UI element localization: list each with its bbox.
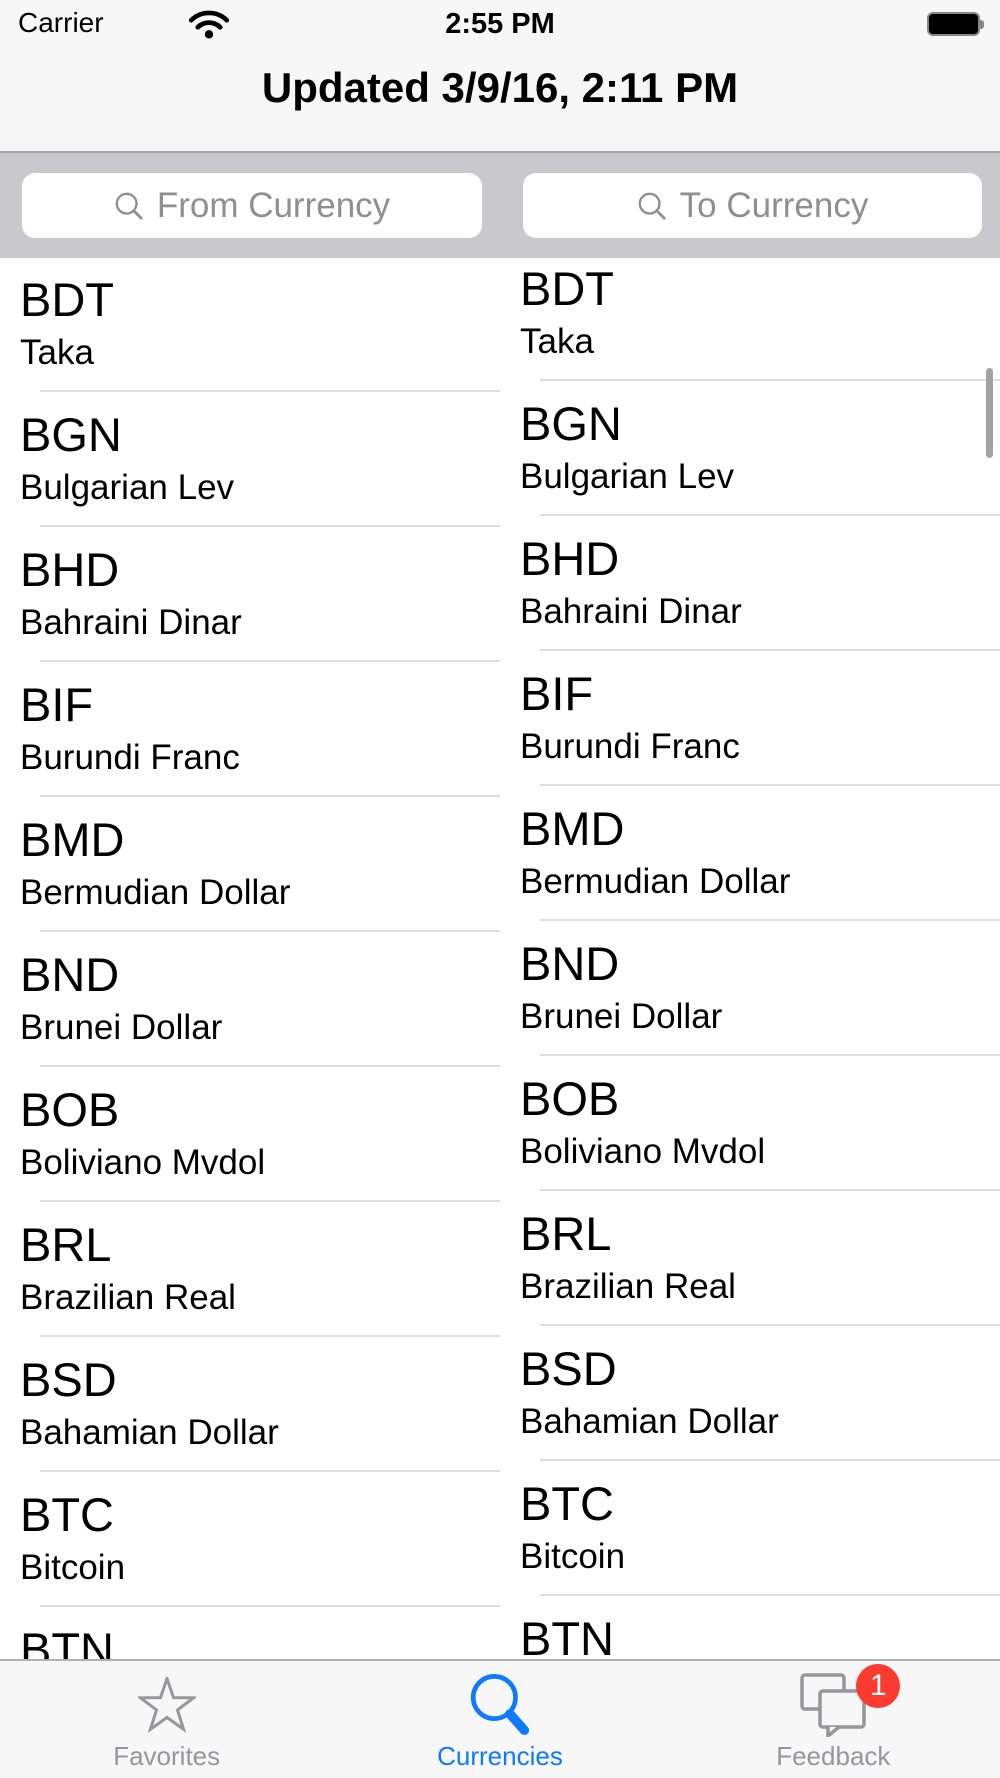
battery-fill	[927, 12, 980, 36]
currency-code: BOB	[520, 1072, 620, 1125]
currency-name: Bitcoin	[20, 1548, 126, 1587]
currency-code: BDT	[20, 273, 114, 326]
currency-code: BHD	[520, 532, 620, 585]
currency-name: Bahamian Dollar	[520, 1402, 779, 1441]
currency-code: BDT	[520, 262, 614, 315]
currency-row[interactable]: BTC Bitcoin	[0, 1472, 500, 1607]
currency-code: BSD	[520, 1342, 617, 1395]
search-icon	[115, 192, 143, 220]
currency-row[interactable]: BTC Bitcoin	[502, 1461, 1000, 1596]
to-currency-search[interactable]: To Currency	[523, 173, 982, 238]
search-placeholder: To Currency	[679, 185, 869, 225]
currency-name: Brazilian Real	[20, 1278, 236, 1317]
battery-tip	[980, 20, 984, 29]
scroll-indicator	[986, 368, 993, 458]
currency-row[interactable]: BOB Boliviano Mvdol	[0, 1067, 500, 1202]
battery-icon	[927, 12, 984, 36]
currency-row[interactable]: BMD Bermudian Dollar	[0, 797, 500, 932]
currency-code: BRL	[20, 1218, 112, 1271]
tab-favorites[interactable]: Favorites	[0, 1661, 333, 1778]
currency-code: BGN	[520, 397, 622, 450]
currency-name: Brazilian Real	[520, 1267, 736, 1306]
currency-name: Bitcoin	[520, 1537, 626, 1576]
tab-feedback[interactable]: 1 Feedback	[667, 1661, 1000, 1778]
tab-label: Favorites	[113, 1741, 221, 1771]
currency-name: Boliviano Mvdol	[20, 1143, 266, 1182]
currency-row[interactable]: BSD Bahamian Dollar	[0, 1337, 500, 1472]
from-currency-column: BDT Taka BGN Bulgarian Lev BHD Bahraini …	[0, 258, 500, 1659]
page-title: Updated 3/9/16, 2:11 PM	[261, 64, 739, 111]
currency-code: BTN	[20, 1623, 114, 1660]
to-currency-list: BDT Taka BGN Bulgarian Lev BHD Bahraini …	[502, 258, 1000, 1659]
currency-name: Burundi Franc	[20, 738, 240, 777]
currency-name: Bulgarian Lev	[520, 457, 735, 496]
header-area: Carrier 2:55 PM Updated 3/9/16, 2:11 PM	[0, 0, 1000, 153]
currency-row[interactable]: BHD Bahraini Dinar	[502, 516, 1000, 651]
currency-name: Brunei Dollar	[520, 997, 723, 1036]
currency-row[interactable]: BGN Bulgarian Lev	[502, 381, 1000, 516]
tab-label: Currencies	[437, 1741, 563, 1771]
currency-code: BOB	[20, 1083, 120, 1136]
carrier-label: Carrier	[18, 7, 104, 38]
currency-code: BHD	[20, 543, 120, 596]
tab-bar: Favorites Currencies 1 Feedback	[0, 1659, 1000, 1778]
currency-name: Bahraini Dinar	[520, 592, 742, 631]
currency-code: BND	[20, 948, 120, 1001]
currency-row[interactable]: BDT Taka	[0, 258, 500, 392]
currency-code: BIF	[20, 678, 94, 731]
currency-code: BTN	[520, 1612, 614, 1660]
currency-row[interactable]: BOB Boliviano Mvdol	[502, 1056, 1000, 1191]
from-currency-list: BDT Taka BGN Bulgarian Lev BHD Bahraini …	[0, 258, 500, 1659]
currency-row[interactable]: BRL Brazilian Real	[502, 1191, 1000, 1326]
star-icon	[137, 1677, 196, 1733]
search-icon	[470, 1673, 530, 1736]
currency-name: Taka	[520, 322, 594, 361]
currency-name: Brunei Dollar	[20, 1008, 223, 1047]
currency-name: Boliviano Mvdol	[520, 1132, 766, 1171]
currency-row[interactable]: BTN	[502, 1596, 1000, 1660]
currency-row[interactable]: BHD Bahraini Dinar	[0, 527, 500, 662]
search-icon	[638, 192, 666, 220]
currency-name: Bahamian Dollar	[20, 1413, 279, 1452]
from-currency-search[interactable]: From Currency	[22, 173, 482, 238]
currency-name: Bahraini Dinar	[20, 603, 242, 642]
currency-code: BTC	[20, 1488, 114, 1541]
currency-row[interactable]: BMD Bermudian Dollar	[502, 786, 1000, 921]
tab-currencies[interactable]: Currencies	[333, 1661, 666, 1778]
currency-name: Burundi Franc	[520, 727, 740, 766]
currency-row[interactable]: BIF Burundi Franc	[0, 662, 500, 797]
currency-lists: BDT Taka BGN Bulgarian Lev BHD Bahraini …	[0, 258, 1000, 1659]
status-time: 2:55 PM	[445, 8, 555, 40]
chat-bubbles-icon	[800, 1673, 867, 1737]
currency-row[interactable]: BND Brunei Dollar	[502, 921, 1000, 1056]
currency-row[interactable]: BDT Taka	[502, 258, 1000, 381]
currency-row[interactable]: BIF Burundi Franc	[502, 651, 1000, 786]
currency-row[interactable]: BTN	[0, 1607, 500, 1660]
currency-code: BND	[520, 937, 620, 990]
currency-code: BRL	[520, 1207, 612, 1260]
currency-row[interactable]: BSD Bahamian Dollar	[502, 1326, 1000, 1461]
currency-name: Bulgarian Lev	[20, 468, 235, 507]
currency-code: BMD	[520, 802, 625, 855]
currency-name: Bermudian Dollar	[20, 873, 291, 912]
to-currency-column: BDT Taka BGN Bulgarian Lev BHD Bahraini …	[502, 258, 1000, 1659]
currency-code: BSD	[20, 1353, 117, 1406]
search-placeholder: From Currency	[156, 185, 391, 225]
search-bar-container: From Currency To Currency	[0, 153, 1000, 258]
notification-badge: 1	[856, 1664, 901, 1708]
currency-row[interactable]: BRL Brazilian Real	[0, 1202, 500, 1337]
wifi-icon	[188, 10, 230, 39]
currency-code: BGN	[20, 408, 122, 461]
tab-label: Feedback	[776, 1741, 891, 1771]
currency-code: BMD	[20, 813, 125, 866]
currency-row[interactable]: BND Brunei Dollar	[0, 932, 500, 1067]
currency-row[interactable]: BGN Bulgarian Lev	[0, 392, 500, 527]
currency-name: Taka	[20, 333, 94, 372]
currency-code: BTC	[520, 1477, 614, 1530]
currency-name: Bermudian Dollar	[520, 862, 791, 901]
currency-code: BIF	[520, 667, 594, 720]
